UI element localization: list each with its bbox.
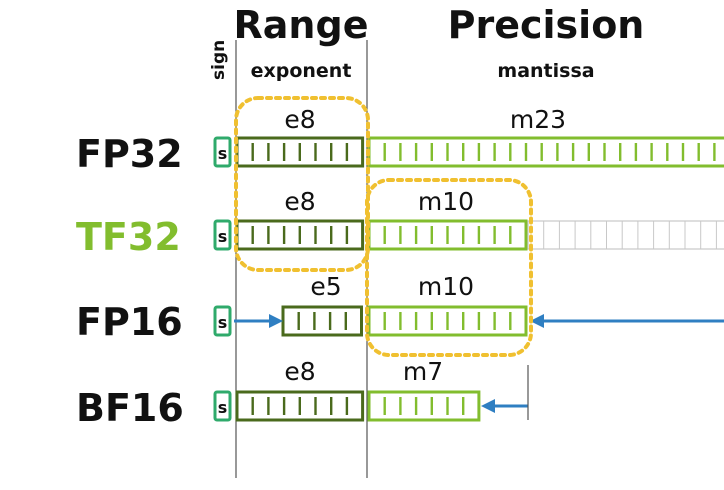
fp16-sign-bit: [213, 305, 232, 337]
man-label-tf32: m10: [418, 187, 474, 216]
fp32-mantissa-field: [367, 136, 724, 168]
fp32-sign-bit: [213, 136, 232, 168]
range-subheader: exponent: [251, 60, 352, 82]
bf16-exponent-field: [235, 390, 365, 422]
sign-glyph-tf32: s: [218, 227, 228, 246]
overlays: [234, 96, 724, 420]
fp32-exponent-field: [235, 136, 365, 168]
tf32-exponent-field: [235, 219, 365, 251]
fp16-exponent-shrink-arrow-head: [269, 314, 283, 328]
exp-label-bf16: e8: [284, 357, 315, 386]
fp16-exponent-shrink-arrow: [234, 314, 283, 328]
fp16-mantissa-shrink-arrow: [530, 314, 724, 328]
tf32-unused-field: [527, 220, 724, 250]
fp16-exponent-outline: [281, 305, 363, 337]
tf32-mantissa-field: [367, 219, 528, 251]
exp-label-tf32: e8: [284, 187, 315, 216]
bf16-sign-bit: [213, 390, 232, 422]
bf16-mantissa-field: [367, 390, 481, 422]
sign-glyph-fp32: s: [218, 144, 228, 163]
precision-header: Precision: [448, 3, 645, 47]
fp32-mantissa-outline: [367, 136, 724, 168]
sign-header: sign: [209, 40, 229, 80]
precision-subheader: mantissa: [497, 60, 594, 82]
exp-label-fp32: e8: [284, 105, 315, 134]
format-label-fp32: FP32: [76, 132, 183, 176]
bf16-mantissa-shrink-arrow: [481, 399, 528, 413]
fp16-exponent-field: [281, 305, 363, 337]
fp16-mantissa-field: [367, 305, 528, 337]
man-label-bf16: m7: [403, 357, 443, 386]
exp-label-fp16: e5: [310, 272, 341, 301]
bf16-mantissa-shrink-arrow-head: [481, 399, 495, 413]
format-label-bf16: BF16: [76, 386, 184, 430]
bf16-mantissa-outline: [367, 390, 481, 422]
man-label-fp16: m10: [418, 272, 474, 301]
format-label-tf32: TF32: [76, 215, 181, 259]
fp16-mantissa-shrink-arrow-head: [530, 314, 544, 328]
man-label-fp32: m23: [510, 105, 566, 134]
sign-glyph-fp16: s: [218, 313, 228, 332]
format-label-fp16: FP16: [76, 300, 183, 344]
range-header: Range: [234, 3, 369, 47]
tf32-precision-highlight: [365, 178, 533, 357]
tf32-unused-outline: [527, 220, 724, 250]
tf32-range-highlight: [234, 96, 370, 272]
bf16-exponent-outline: [235, 390, 365, 422]
tf32-sign-bit: [213, 219, 232, 251]
tf32-exponent-outline: [235, 219, 365, 251]
sign-glyph-bf16: s: [218, 398, 228, 417]
